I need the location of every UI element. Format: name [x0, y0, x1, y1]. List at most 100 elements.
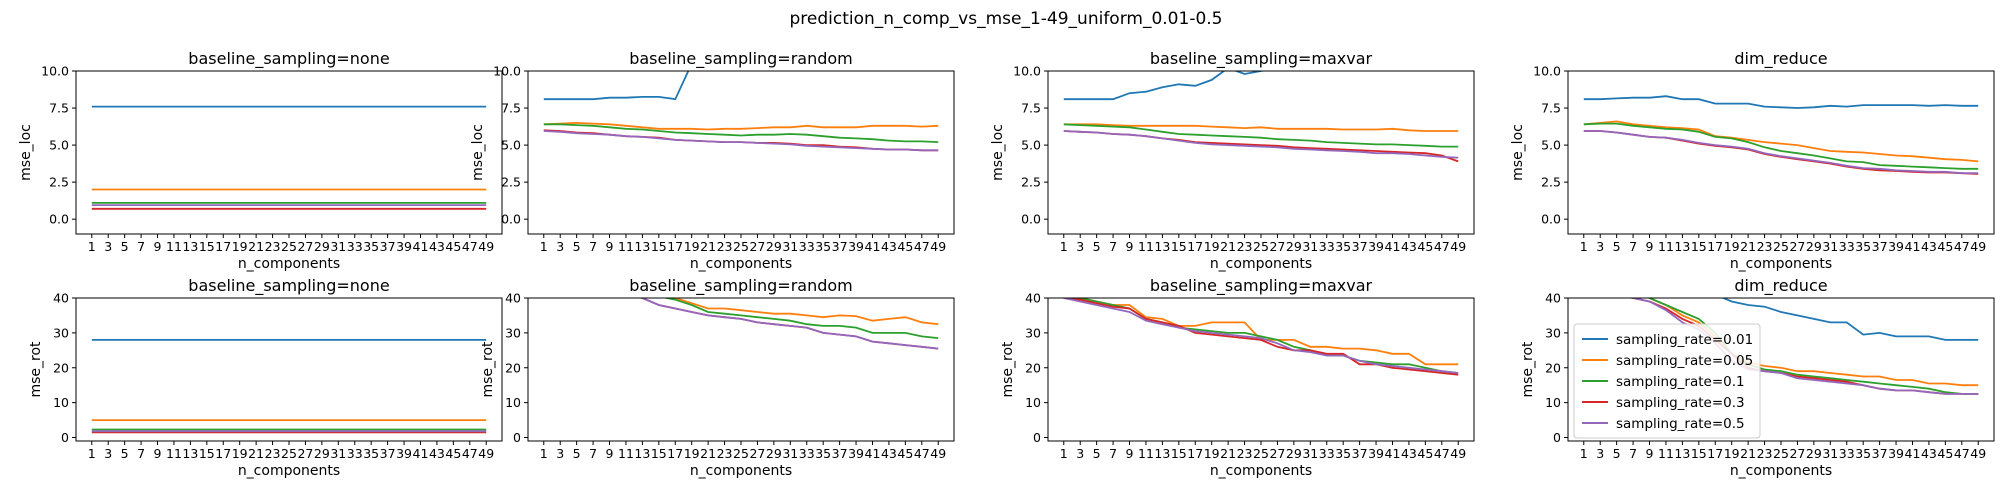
x-tick-label: 5: [573, 446, 581, 461]
x-tick-label: 39: [396, 446, 412, 461]
x-tick-label: 41: [413, 239, 429, 254]
series-line-1: [1063, 71, 1267, 101]
x-tick-label: 27: [297, 446, 313, 461]
x-tick-label: 19: [1204, 446, 1220, 461]
x-tick-label: 49: [1970, 446, 1986, 461]
legend-entry: sampling_rate=0.3: [1582, 395, 1745, 411]
x-axis-label: n_components: [238, 256, 340, 272]
x-tick-label: 47: [1954, 446, 1970, 461]
series-line-3: [1647, 298, 1979, 395]
x-tick-label: 43: [1921, 446, 1937, 461]
x-tick-label: 31: [330, 239, 346, 254]
x-tick-label: 13: [1674, 239, 1690, 254]
x-tick-label: 3: [1596, 446, 1604, 461]
x-tick-label: 31: [782, 239, 798, 254]
x-tick-label: 11: [618, 239, 634, 254]
x-tick-label: 3: [556, 239, 564, 254]
x-tick-label: 21: [700, 446, 716, 461]
x-tick-label: 49: [1450, 446, 1466, 461]
x-axis-label: n_components: [1730, 463, 1832, 479]
x-tick-label: 45: [445, 239, 461, 254]
y-tick-label: 0: [1033, 430, 1041, 445]
x-tick-label: 45: [1937, 239, 1953, 254]
y-tick-label: 0.0: [501, 212, 521, 227]
legend-label: sampling_rate=0.1: [1616, 374, 1745, 390]
x-ticks: 1 3 5 7 9 11 13 15 17 19 21 23 25 27 29 31 33 35 37 39 41 43 4…: [540, 441, 946, 461]
y-tick-label: 5.0: [1541, 138, 1561, 153]
x-tick-label: 13: [634, 446, 650, 461]
x-tick-label: 39: [1888, 446, 1904, 461]
x-tick-label: 17: [215, 446, 231, 461]
x-tick-label: 13: [1674, 446, 1690, 461]
y-tick-label: 0: [61, 430, 69, 445]
y-tick-label: 30: [1545, 325, 1561, 340]
x-tick-label: 19: [1724, 446, 1740, 461]
x-tick-label: 41: [865, 239, 881, 254]
x-tick-label: 39: [1888, 239, 1904, 254]
x-tick-label: 23: [265, 446, 281, 461]
x-tick-label: 15: [651, 446, 667, 461]
x-tick-label: 37: [1872, 446, 1888, 461]
y-tick-label: 7.5: [501, 101, 521, 116]
x-tick-label: 47: [462, 239, 478, 254]
y-tick-label: 2.5: [501, 175, 521, 190]
x-tick-label: 5: [1093, 239, 1101, 254]
y-ticks: 0.0 2.5 5.0 7.5 10.0: [1533, 64, 1568, 227]
series-lines: [543, 71, 939, 152]
x-tick-label: 27: [1789, 446, 1805, 461]
x-tick-label: 11: [618, 446, 634, 461]
x-tick-label: 19: [1204, 239, 1220, 254]
x-tick-label: 33: [347, 239, 363, 254]
x-tick-label: 1: [1060, 446, 1068, 461]
x-tick-label: 29: [314, 446, 330, 461]
y-tick-label: 40: [53, 291, 69, 306]
legend-entry: sampling_rate=0.05: [1582, 353, 1753, 369]
x-tick-label: 21: [700, 239, 716, 254]
series-line-5: [1628, 298, 1979, 395]
y-tick-label: 10: [53, 395, 69, 410]
y-axis-label: mse_rot: [480, 341, 496, 398]
series-line-3: [543, 123, 939, 143]
x-tick-label: 7: [589, 239, 597, 254]
x-tick-label: 15: [1691, 446, 1707, 461]
x-tick-label: 15: [199, 446, 215, 461]
x-tick-label: 7: [137, 239, 145, 254]
y-tick-label: 5.0: [1021, 138, 1041, 153]
x-tick-label: 13: [634, 239, 650, 254]
x-tick-label: 21: [1740, 239, 1756, 254]
x-tick-label: 9: [1646, 446, 1654, 461]
x-tick-label: 25: [1773, 239, 1789, 254]
x-tick-label: 37: [380, 239, 396, 254]
x-tick-label: 35: [815, 239, 831, 254]
x-tick-label: 11: [1138, 446, 1154, 461]
series-lines: [91, 338, 487, 434]
y-tick-label: 40: [1545, 291, 1561, 306]
x-tick-label: 7: [1629, 446, 1637, 461]
x-tick-label: 33: [1319, 446, 1335, 461]
x-tick-label: 41: [865, 446, 881, 461]
series-lines: [1063, 298, 1459, 376]
x-tick-label: 27: [1789, 239, 1805, 254]
x-tick-label: 31: [330, 446, 346, 461]
y-ticks: 0.0 2.5 5.0 7.5 10.0: [493, 64, 528, 227]
x-tick-label: 13: [1154, 446, 1170, 461]
x-tick-label: 27: [1269, 446, 1285, 461]
series-line-5: [543, 130, 939, 152]
x-tick-label: 1: [1060, 239, 1068, 254]
x-tick-label: 43: [881, 446, 897, 461]
x-tick-label: 9: [1126, 239, 1134, 254]
figure-title: prediction_n_comp_vs_mse_1-49_uniform_0.…: [790, 9, 1223, 29]
x-tick-label: 31: [1822, 446, 1838, 461]
series-line-5: [1583, 130, 1979, 175]
x-ticks: 1 3 5 7 9 11 13 15 17 19 21 23 25 27 29 31 33 35 37 39 41 43 4…: [1060, 234, 1466, 254]
x-tick-label: 5: [1613, 446, 1621, 461]
x-tick-label: 49: [930, 446, 946, 461]
x-tick-label: 43: [1401, 239, 1417, 254]
series-line-5: [1063, 298, 1459, 374]
x-tick-label: 35: [1855, 446, 1871, 461]
x-tick-label: 41: [1905, 239, 1921, 254]
